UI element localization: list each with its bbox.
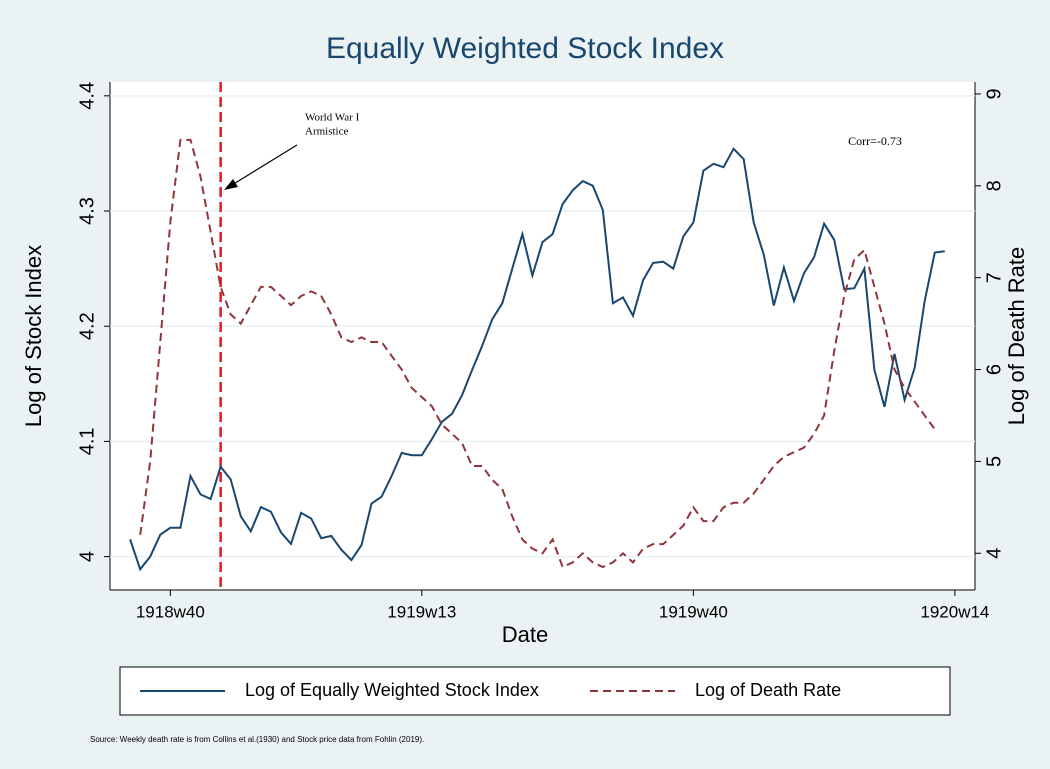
annotation-text: Armistice (305, 126, 348, 138)
y-tick-label: 4.1 (76, 427, 98, 455)
x-tick-label: 1919w40 (659, 602, 728, 621)
y-axis-label: Log of Stock Index (21, 245, 46, 427)
legend-label: Log of Death Rate (695, 680, 841, 700)
series-line (129, 147, 945, 572)
source-note: Source: Weekly death rate is from Collin… (90, 735, 424, 744)
y-tick-label: 4.4 (76, 82, 98, 110)
y2-tick-label: 7 (983, 272, 1005, 283)
chart-title: Equally Weighted Stock Index (326, 32, 724, 65)
x-tick-label: 1918w40 (136, 602, 205, 621)
y-tick-label: 4.2 (76, 312, 98, 340)
corr-label: Corr=-0.73 (848, 134, 902, 148)
series-line (139, 138, 936, 569)
x-tick-label: 1920w14 (920, 602, 989, 621)
y-tick-label: 4 (76, 551, 98, 562)
y-tick-label: 4.3 (76, 197, 98, 225)
y2-tick-label: 5 (983, 456, 1005, 467)
y2-tick-label: 4 (983, 548, 1005, 559)
y2-tick-label: 8 (983, 180, 1005, 191)
legend-label: Log of Equally Weighted Stock Index (245, 680, 539, 700)
annotation-text: World War I (305, 112, 360, 124)
annotation-arrow (231, 144, 298, 186)
y2-tick-label: 9 (983, 88, 1005, 99)
y2-axis-label: Log of Death Rate (1004, 247, 1029, 426)
plot-area (110, 82, 975, 590)
legend (119, 666, 951, 716)
annotation-arrowhead (224, 179, 238, 190)
x-axis-label: Date (502, 622, 548, 647)
x-tick-label: 1919w13 (387, 602, 456, 621)
y2-tick-label: 6 (983, 364, 1005, 375)
